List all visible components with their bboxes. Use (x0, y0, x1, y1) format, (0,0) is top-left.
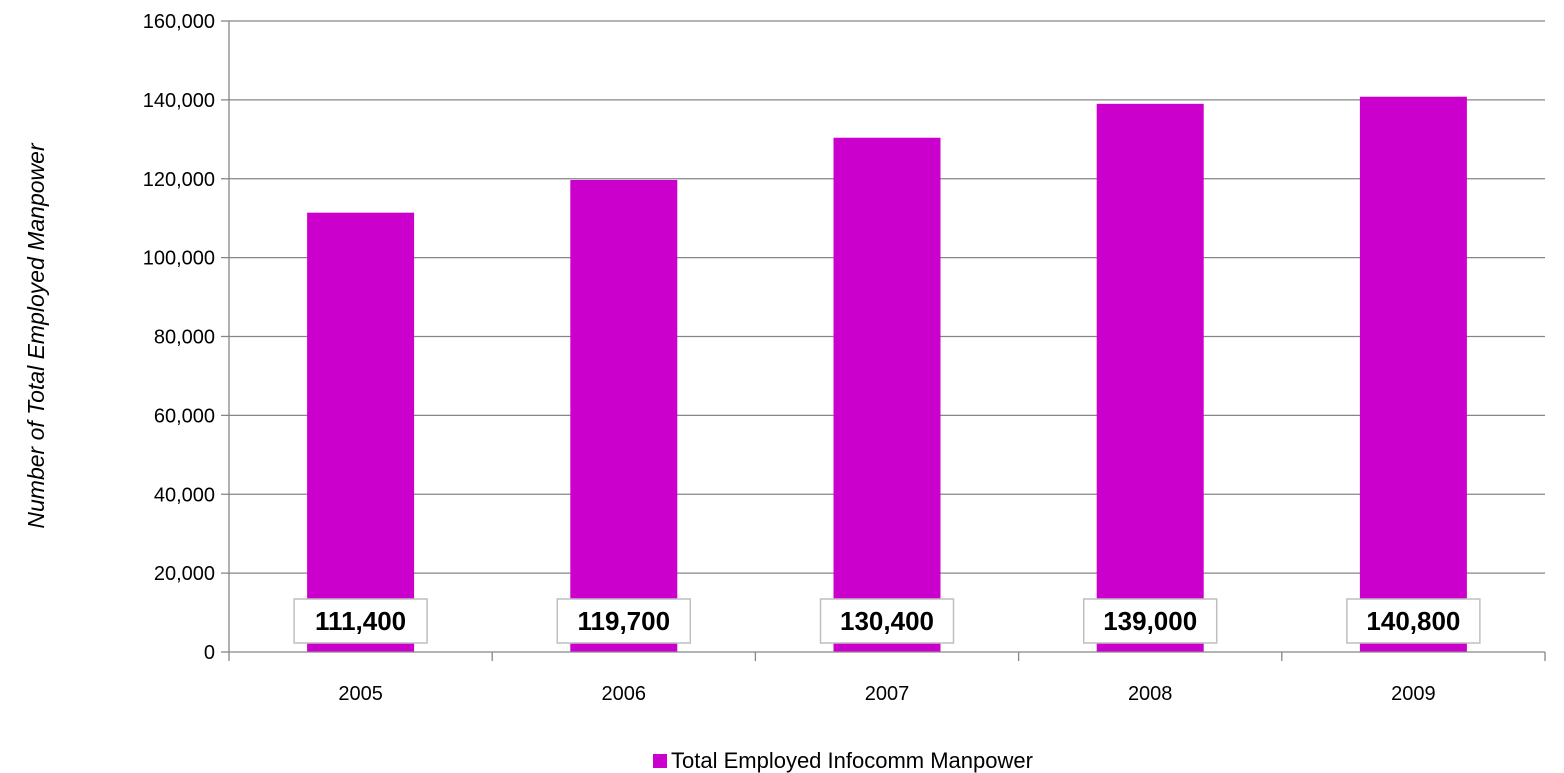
data-labels: 111,400 119,700 130,400 139,000 140,800 (293, 598, 1481, 644)
data-label: 119,700 (578, 606, 671, 636)
y-tick-label: 80,000 (154, 327, 215, 349)
bar (833, 137, 941, 653)
y-tick-label: 20,000 (154, 563, 215, 585)
data-label: 139,000 (1103, 606, 1197, 636)
y-tick-label: 160,000 (143, 11, 215, 33)
data-label: 130,400 (840, 606, 934, 636)
y-tick-label: 100,000 (143, 248, 215, 270)
y-tick-labels: 0 20,000 40,000 60,000 80,000 100,000 120,000 1… (143, 11, 215, 664)
data-label-box (556, 598, 692, 644)
data-label-box (819, 598, 955, 644)
legend: Total Employed Infocomm Manpower (653, 748, 1033, 773)
y-tick-label: 0 (204, 642, 215, 664)
legend-swatch (653, 754, 667, 768)
bar (570, 179, 678, 653)
bar (1359, 96, 1467, 653)
x-tick-labels: 2005 2006 2007 2008 2009 (338, 683, 1435, 705)
bar (307, 212, 415, 652)
data-label: 111,400 (315, 606, 406, 636)
x-tick-label: 2008 (1128, 683, 1173, 705)
y-tick-label: 60,000 (154, 405, 215, 427)
bar (1096, 103, 1204, 653)
x-tick-label: 2005 (338, 683, 383, 705)
y-tick-label: 40,000 (154, 484, 215, 506)
bars (307, 96, 1467, 653)
x-tick-label: 2007 (865, 683, 910, 705)
data-label-box (1082, 598, 1218, 644)
data-label: 140,800 (1366, 606, 1460, 636)
x-tick-label: 2006 (602, 683, 647, 705)
data-label-box (293, 598, 428, 644)
legend-label: Total Employed Infocomm Manpower (671, 748, 1033, 773)
y-tick-label: 140,000 (143, 90, 215, 112)
data-label-box (1346, 598, 1481, 644)
axes (221, 20, 1546, 661)
y-tick-label: 120,000 (143, 169, 215, 191)
x-tick-label: 2009 (1391, 683, 1436, 705)
y-axis-title: Number of Total Employed Manpower (23, 142, 49, 529)
